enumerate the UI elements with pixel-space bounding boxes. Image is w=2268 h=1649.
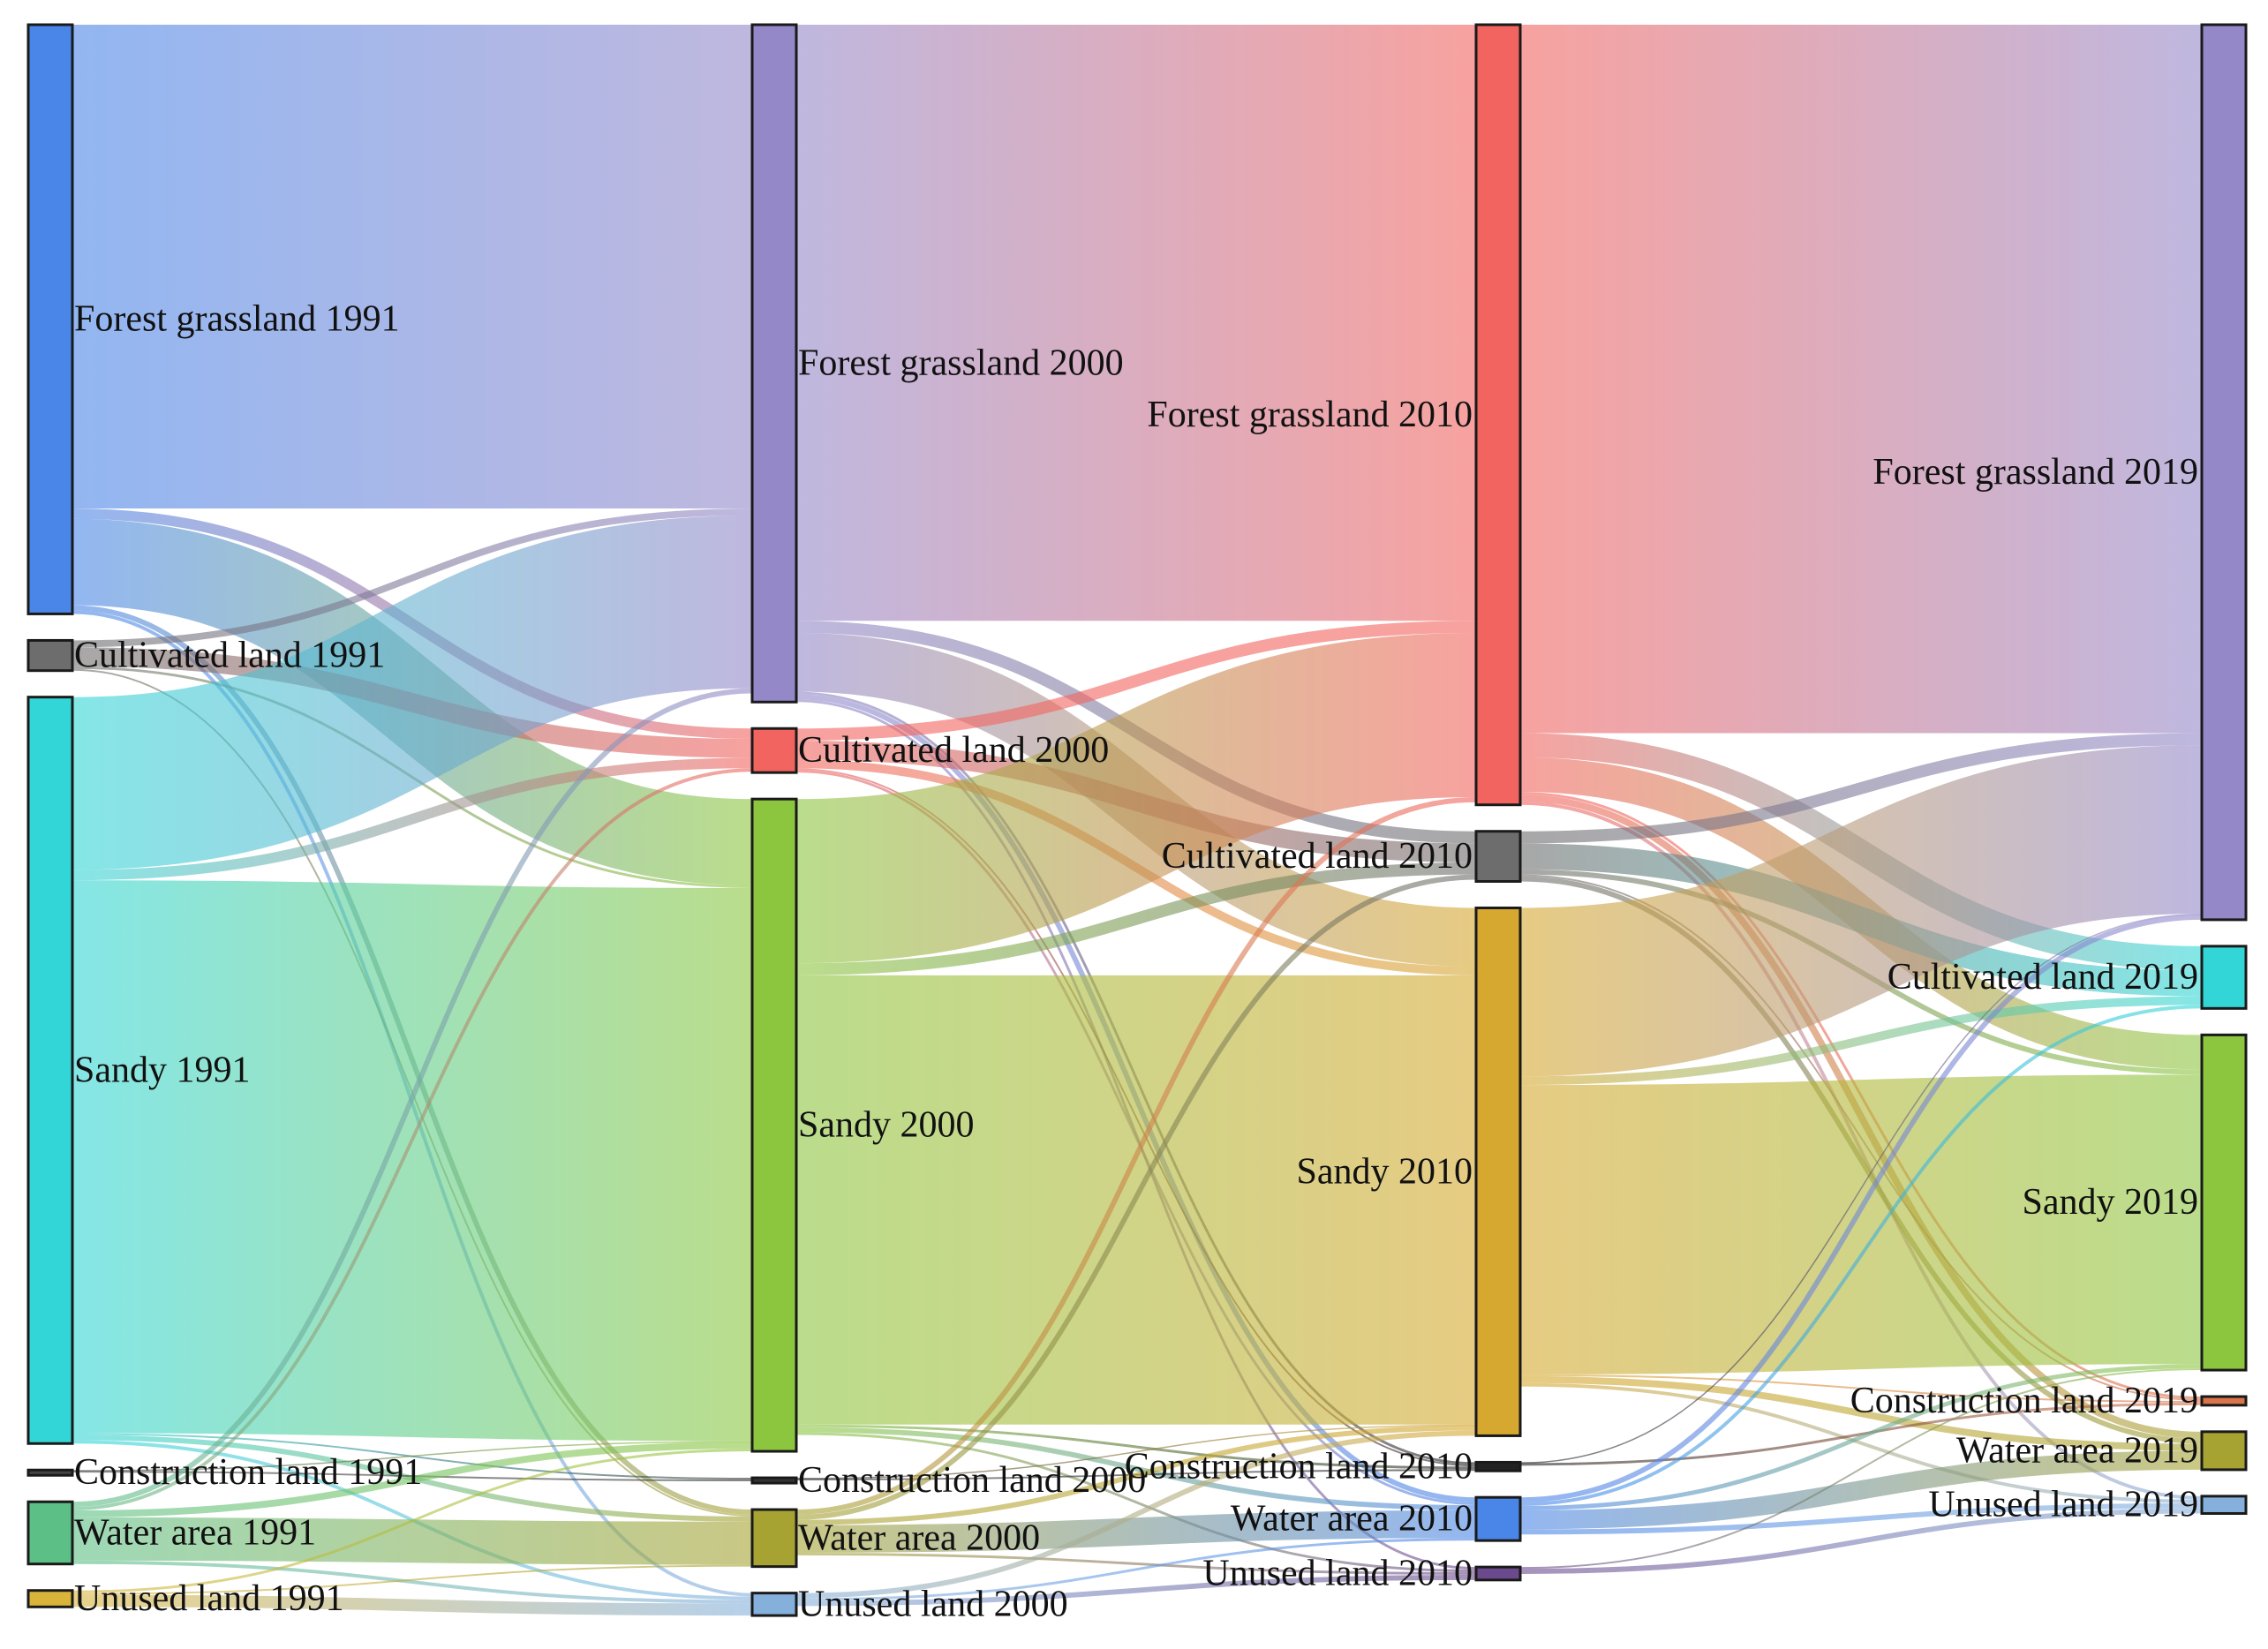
link-sd2000-to-fg2010 xyxy=(795,632,1477,964)
label-fg1991: Forest grassland 1991 xyxy=(74,299,400,340)
node-wa1991 xyxy=(26,1500,74,1566)
link-wa2000-to-fg2010 xyxy=(795,796,1477,1515)
link-sd2010-to-co2019 xyxy=(1519,1374,2203,1403)
node-sd2019 xyxy=(2200,1033,2248,1372)
link-wa1991-to-cl2000 xyxy=(72,768,753,1511)
link-wa2000-to-ul2010 xyxy=(795,1552,1477,1575)
link-sd2000-to-wa2010 xyxy=(795,1427,1477,1510)
link-wa1991-to-sd2000 xyxy=(72,1442,753,1517)
label-ul2000: Unused land 2000 xyxy=(798,1584,1068,1624)
label-sd2010: Sandy 2010 xyxy=(1297,1151,1473,1192)
label-cl2010: Cultivated land 2010 xyxy=(1162,836,1473,877)
node-cl1991 xyxy=(26,638,74,673)
link-sd2000-to-co2010 xyxy=(795,1424,1477,1470)
node-cl2000 xyxy=(750,727,798,774)
flow-links xyxy=(72,24,2203,1616)
label-cl1991: Cultivated land 1991 xyxy=(74,636,385,676)
link-wa2000-to-cl2010 xyxy=(795,874,1477,1520)
link-ul2000-to-ul2010 xyxy=(795,1574,1477,1607)
node-labels: Forest grassland 1991 Cultivated land 199… xyxy=(74,299,2198,1625)
link-wa1991-to-ul2000 xyxy=(72,1560,753,1604)
link-wa2010-to-wa2019 xyxy=(1519,1450,2203,1530)
link-ul2000-to-wa2010 xyxy=(795,1538,1477,1601)
label-wa2019: Water area 2019 xyxy=(1956,1430,2198,1471)
node-fg2000 xyxy=(750,23,798,704)
link-sd2010-to-wa2019 xyxy=(1519,1375,2203,1451)
node-wa2010 xyxy=(1474,1495,1522,1542)
label-fg2019: Forest grassland 2019 xyxy=(1872,452,2198,493)
link-sd2010-to-fg2019 xyxy=(1519,745,2203,1077)
label-sd1991: Sandy 1991 xyxy=(74,1050,251,1090)
label-fg2010: Forest grassland 2010 xyxy=(1147,395,1473,435)
node-cl2010 xyxy=(1474,830,1522,883)
link-cl2010-to-fg2019 xyxy=(1519,733,2203,844)
link-wa2000-to-wa2010 xyxy=(795,1510,1477,1553)
link-wa2000-to-sd2010 xyxy=(795,1425,1477,1525)
link-wa2010-to-ul2019 xyxy=(1519,1502,2203,1535)
label-co2019: Construction land 2019 xyxy=(1850,1381,2198,1421)
node-co2019 xyxy=(2200,1395,2248,1407)
node-wa2000 xyxy=(750,1508,798,1569)
link-cl1991-to-fg2000 xyxy=(72,508,753,648)
label-co2010: Construction land 2010 xyxy=(1125,1446,1473,1487)
node-co2010 xyxy=(1474,1460,1522,1472)
label-fg2000: Forest grassland 2000 xyxy=(798,343,1124,384)
node-fg2019 xyxy=(2200,23,2248,922)
link-sd2000-to-ul2010 xyxy=(795,1432,1477,1573)
label-wa2000: Water area 2000 xyxy=(798,1517,1040,1558)
link-sd2000-to-cl2010 xyxy=(795,862,1477,975)
node-fg1991 xyxy=(26,23,74,615)
label-ul2019: Unused land 2019 xyxy=(1928,1485,2198,1525)
node-co2000 xyxy=(750,1476,798,1485)
node-co1991 xyxy=(26,1468,74,1477)
link-sd2010-to-ul2019 xyxy=(1519,1382,2203,1503)
node-ul2019 xyxy=(2200,1495,2248,1515)
link-wa1991-to-wa2000 xyxy=(72,1517,753,1565)
link-ul2010-to-ul2019 xyxy=(1519,1508,2203,1574)
link-ul1991-to-sd2000 xyxy=(72,1449,753,1593)
label-co1991: Construction land 1991 xyxy=(74,1452,422,1493)
label-wa1991: Water area 1991 xyxy=(74,1512,316,1553)
link-ul2010-to-sd2019 xyxy=(1519,1368,2203,1570)
link-wa1991-to-fg2000 xyxy=(72,688,753,1508)
label-ul1991: Unused land 1991 xyxy=(74,1578,344,1619)
node-wa2019 xyxy=(2200,1430,2248,1472)
link-cl2000-to-fg2010 xyxy=(795,621,1477,741)
node-sd2010 xyxy=(1474,906,1522,1437)
link-sd1991-to-sd2000 xyxy=(72,880,753,1442)
label-sd2000: Sandy 2000 xyxy=(798,1105,975,1146)
link-sd1991-to-cl2000 xyxy=(72,757,753,881)
label-sd2019: Sandy 2019 xyxy=(2023,1182,2199,1223)
link-sd2010-to-sd2019 xyxy=(1519,1074,2203,1374)
link-ul1991-to-wa2000 xyxy=(72,1564,753,1595)
link-co2010-to-fg2019 xyxy=(1519,914,2203,1464)
node-cl2019 xyxy=(2200,945,2248,1010)
label-cl2019: Cultivated land 2019 xyxy=(1887,957,2198,998)
node-fg2010 xyxy=(1474,23,1522,807)
land-use-nodes xyxy=(26,23,2248,1617)
label-cl2000: Cultivated land 2000 xyxy=(798,730,1109,771)
link-wa2010-to-cl2019 xyxy=(1519,1005,2203,1507)
link-sd2010-to-cl2019 xyxy=(1519,996,2203,1086)
node-sd2000 xyxy=(750,797,798,1453)
node-ul2010 xyxy=(1474,1565,1522,1582)
label-co2000: Construction land 2000 xyxy=(798,1460,1146,1501)
link-ul2000-to-sd2010 xyxy=(795,1430,1477,1599)
link-ul1991-to-ul2000 xyxy=(72,1594,753,1616)
node-ul1991 xyxy=(26,1589,74,1608)
link-wa2010-to-sd2019 xyxy=(1519,1364,2203,1510)
node-sd1991 xyxy=(26,696,74,1445)
link-wa2010-to-fg2019 xyxy=(1519,915,2203,1503)
link-co2010-to-co2019 xyxy=(1519,1402,2203,1466)
node-ul2000 xyxy=(750,1592,798,1617)
label-ul2010: Unused land 2010 xyxy=(1202,1553,1473,1593)
link-sd1991-to-fg2000 xyxy=(72,515,753,870)
label-wa2010: Water area 2010 xyxy=(1231,1499,1473,1540)
